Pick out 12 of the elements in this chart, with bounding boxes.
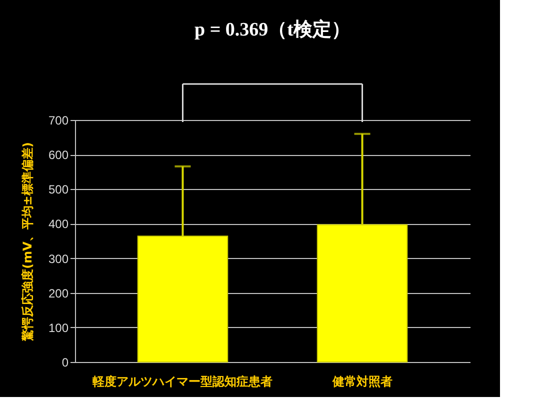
y-tick-label: 200 — [48, 286, 69, 300]
y-tick-label: 700 — [48, 114, 69, 128]
y-tick-label: 400 — [48, 217, 69, 232]
y-tick-label: 300 — [48, 252, 69, 266]
y-tick-label: 0 — [62, 356, 69, 370]
chart-title: p = 0.369（t検定） — [194, 18, 350, 40]
x-tick-label: 軽度アルツハイマー型認知症患者 — [92, 374, 273, 388]
x-tick-label: 健常対照者 — [331, 374, 392, 388]
y-tick-label: 500 — [48, 182, 69, 197]
y-tick-label: 100 — [48, 320, 69, 335]
y-tick-label: 600 — [48, 148, 69, 162]
y-axis-title: 驚愕反応強度(mV、平均±標準偏差) — [20, 142, 34, 342]
